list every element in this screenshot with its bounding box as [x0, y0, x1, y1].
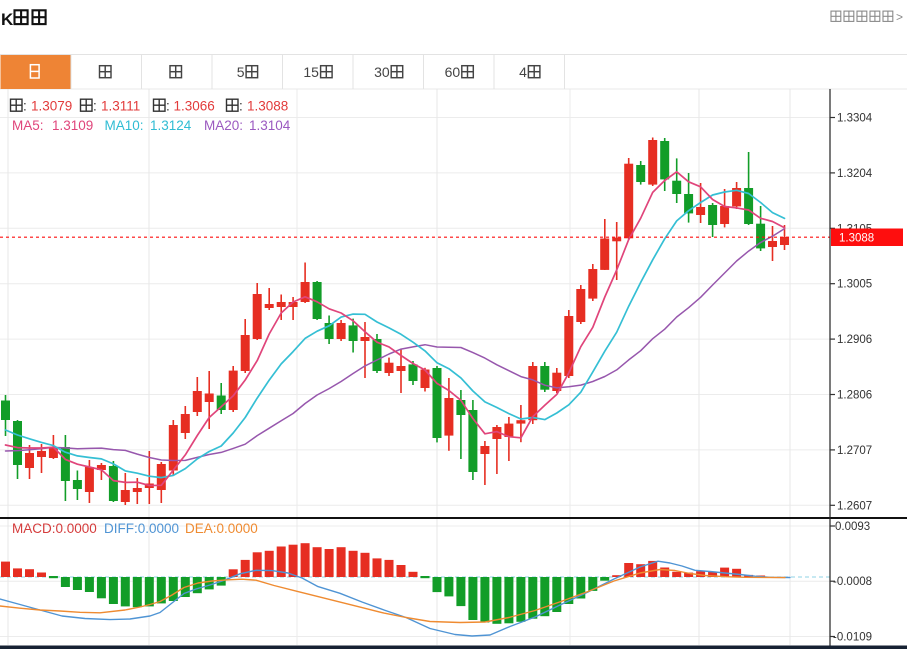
- svg-text::: :: [23, 99, 27, 114]
- svg-text:1.3204: 1.3204: [837, 168, 873, 180]
- svg-text:4: 4: [519, 64, 527, 80]
- svg-text:MACD:0.0000: MACD:0.0000: [12, 521, 97, 536]
- svg-text:-0.0109: -0.0109: [833, 632, 872, 644]
- svg-text:1.3304: 1.3304: [837, 113, 873, 125]
- svg-text:1.3088: 1.3088: [247, 99, 288, 114]
- svg-text:MA5: 1.3109: MA5: 1.3109: [12, 118, 93, 133]
- svg-text:1.3066: 1.3066: [174, 99, 215, 114]
- svg-text:15: 15: [303, 64, 319, 80]
- svg-text:5: 5: [237, 64, 245, 80]
- svg-text:1.3111: 1.3111: [101, 99, 140, 114]
- svg-text:1.3005: 1.3005: [837, 279, 872, 291]
- svg-text:>: >: [896, 10, 903, 24]
- svg-text:DEA:0.0000: DEA:0.0000: [185, 521, 258, 536]
- svg-text:60: 60: [445, 64, 461, 80]
- svg-text:1.2607: 1.2607: [837, 500, 872, 512]
- svg-text:1.3079: 1.3079: [31, 99, 72, 114]
- svg-text:K: K: [1, 10, 14, 29]
- svg-text:30: 30: [374, 64, 390, 80]
- svg-text:1.2707: 1.2707: [837, 445, 872, 457]
- svg-text:1.3088: 1.3088: [839, 233, 874, 245]
- svg-text::: :: [93, 99, 97, 114]
- svg-text:0.0093: 0.0093: [835, 521, 870, 533]
- svg-text:1.2806: 1.2806: [837, 390, 872, 402]
- svg-text::: :: [166, 99, 170, 114]
- svg-text:DIFF:0.0000: DIFF:0.0000: [104, 521, 179, 536]
- svg-text::: :: [239, 99, 243, 114]
- svg-text:1.2906: 1.2906: [837, 334, 872, 346]
- svg-text:-0.0008: -0.0008: [833, 576, 872, 588]
